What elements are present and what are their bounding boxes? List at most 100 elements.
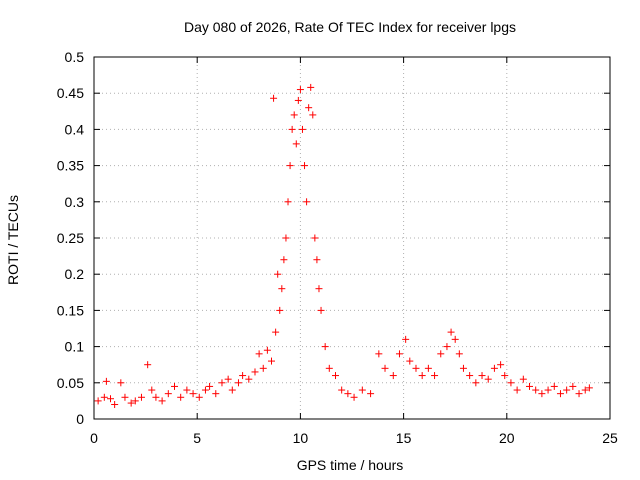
- data-point: [389, 372, 397, 380]
- data-point: [170, 382, 178, 390]
- data-point: [472, 379, 480, 387]
- data-point: [563, 386, 571, 394]
- data-point: [507, 379, 515, 387]
- data-point: [532, 386, 540, 394]
- y-tick-label: 0: [76, 411, 84, 427]
- data-point: [307, 83, 315, 91]
- y-axis-label: ROTI / TECUs: [5, 195, 21, 285]
- data-point: [294, 96, 302, 104]
- data-point: [189, 390, 197, 398]
- chart-title: Day 080 of 2026, Rate Of TEC Index for r…: [184, 19, 516, 35]
- data-point: [111, 401, 119, 409]
- x-tick-label: 25: [602, 430, 618, 446]
- data-point: [239, 372, 247, 380]
- data-point: [497, 361, 505, 369]
- x-tick-label: 20: [499, 430, 515, 446]
- x-axis-label: GPS time / hours: [297, 457, 404, 473]
- data-point: [137, 393, 145, 401]
- data-point: [268, 357, 276, 365]
- data-point: [344, 390, 352, 398]
- data-point: [358, 386, 366, 394]
- data-point: [296, 86, 304, 94]
- data-point: [206, 382, 214, 390]
- data-point: [148, 386, 156, 394]
- data-point: [201, 386, 209, 394]
- data-point: [418, 372, 426, 380]
- data-point: [402, 335, 410, 343]
- data-point: [556, 390, 564, 398]
- data-point: [183, 386, 191, 394]
- data-point: [177, 393, 185, 401]
- data-point: [144, 361, 152, 369]
- y-tick-label: 0.25: [57, 230, 84, 246]
- data-point: [152, 393, 160, 401]
- data-point: [350, 393, 358, 401]
- data-point: [451, 335, 459, 343]
- data-point: [367, 390, 375, 398]
- data-point: [255, 350, 263, 358]
- data-point: [303, 198, 311, 206]
- data-point: [100, 393, 108, 401]
- data-point: [443, 343, 451, 351]
- data-point: [338, 386, 346, 394]
- data-point: [270, 94, 278, 102]
- axis-ticks: 0 0.05 0.1 0.15 0.2 0.25 0.3 0.35 0.4 0.45 0.5 0 5 10…: [57, 49, 618, 446]
- data-point: [212, 390, 220, 398]
- data-point: [245, 375, 253, 383]
- data-point: [292, 140, 300, 148]
- y-tick-label: 0.35: [57, 158, 84, 174]
- data-point: [121, 393, 129, 401]
- data-point: [290, 111, 298, 119]
- y-tick-label: 0.4: [65, 121, 85, 137]
- data-point: [513, 386, 521, 394]
- data-point: [575, 390, 583, 398]
- y-tick-label: 0.5: [65, 49, 85, 65]
- data-point: [519, 375, 527, 383]
- data-point: [321, 343, 329, 351]
- data-point: [298, 125, 306, 133]
- data-point: [490, 364, 498, 372]
- data-point: [288, 125, 296, 133]
- data-point: [224, 375, 232, 383]
- data-point: [218, 379, 226, 387]
- data-point: [127, 399, 135, 407]
- data-point: [501, 372, 509, 380]
- data-point: [381, 364, 389, 372]
- data-point: [251, 368, 259, 376]
- data-point: [102, 377, 110, 385]
- data-point: [526, 382, 534, 390]
- data-point: [412, 364, 420, 372]
- data-point: [325, 364, 333, 372]
- data-point: [195, 393, 203, 401]
- data-points: [94, 83, 593, 409]
- y-tick-label: 0.15: [57, 302, 84, 318]
- data-point: [158, 397, 166, 405]
- data-point: [406, 357, 414, 365]
- data-point: [284, 198, 292, 206]
- data-point: [311, 234, 319, 242]
- grid-lines: [94, 57, 610, 419]
- data-point: [276, 306, 284, 314]
- data-point: [447, 328, 455, 336]
- data-point: [94, 397, 102, 405]
- y-tick-label: 0.2: [65, 266, 85, 282]
- data-point: [305, 104, 313, 112]
- data-point: [234, 379, 242, 387]
- y-tick-label: 0.3: [65, 194, 85, 210]
- y-tick-label: 0.05: [57, 375, 84, 391]
- x-tick-label: 5: [193, 430, 201, 446]
- data-point: [259, 364, 267, 372]
- data-point: [286, 162, 294, 170]
- data-point: [395, 350, 403, 358]
- data-point: [278, 285, 286, 293]
- data-point: [282, 234, 290, 242]
- data-point: [280, 256, 288, 264]
- x-tick-label: 0: [90, 430, 98, 446]
- data-point: [424, 364, 432, 372]
- data-point: [131, 397, 139, 405]
- data-point: [331, 372, 339, 380]
- data-point: [585, 384, 593, 392]
- data-point: [228, 386, 236, 394]
- data-point: [309, 111, 317, 119]
